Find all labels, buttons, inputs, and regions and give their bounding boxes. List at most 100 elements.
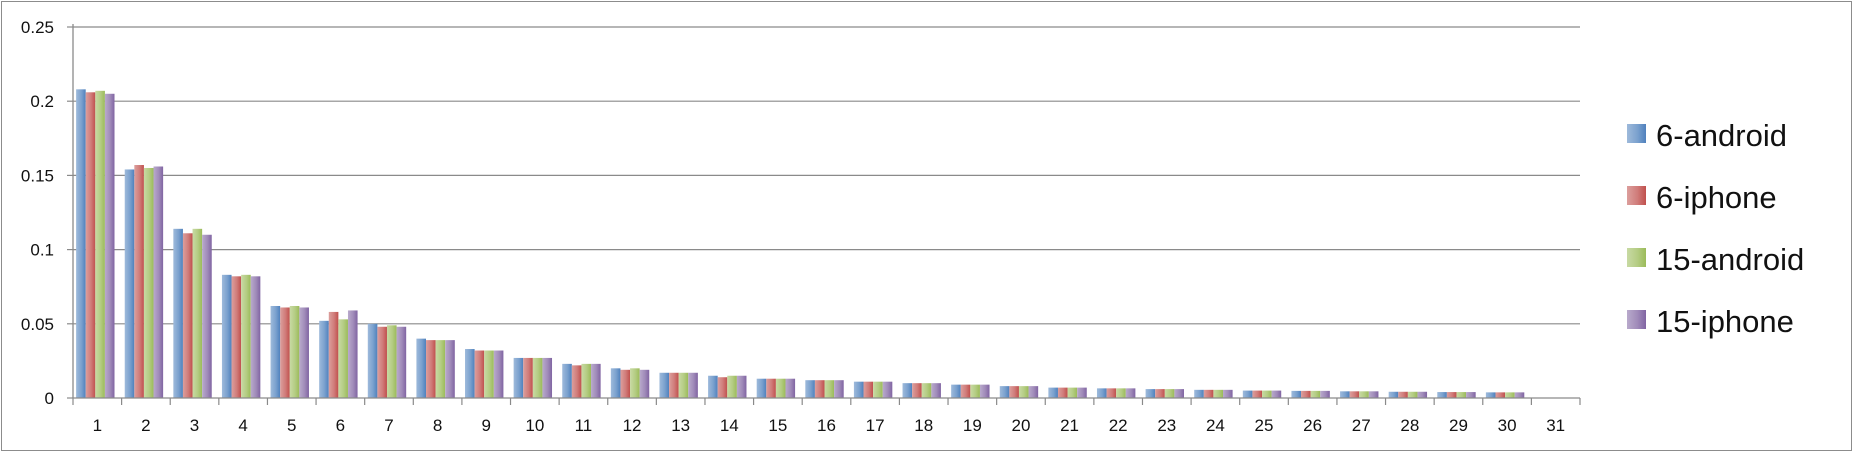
x-tick-label: 15 (768, 416, 787, 435)
bar-6-android-9 (465, 349, 475, 398)
x-tick-label: 19 (963, 416, 982, 435)
bars (76, 89, 1525, 399)
x-tick-label: 6 (336, 416, 345, 435)
bar-15-iphone-18 (931, 383, 941, 398)
bar-15-android-1 (95, 90, 105, 398)
x-tick-label: 27 (1352, 416, 1371, 435)
x-tick-label: 2 (141, 416, 150, 435)
bar-6-iphone-7 (377, 326, 387, 398)
bar-15-iphone-29 (1466, 392, 1476, 398)
bar-6-android-11 (562, 363, 572, 398)
bar-6-android-10 (513, 357, 524, 398)
bar-15-iphone-5 (299, 307, 309, 398)
bar-15-android-24 (1213, 389, 1224, 398)
legend-label-15-iphone: 15-iphone (1656, 304, 1794, 339)
bar-6-iphone-25 (1252, 390, 1263, 398)
bar-15-android-27 (1359, 391, 1369, 398)
bar-15-android-22 (1116, 388, 1126, 398)
bar-15-android-8 (435, 340, 446, 398)
bar-15-iphone-26 (1320, 390, 1330, 398)
bar-6-android-30 (1485, 392, 1496, 398)
y-tick-label: 0.15 (21, 166, 54, 185)
y-tick-label: 0.05 (21, 315, 54, 334)
bar-6-iphone-9 (474, 350, 485, 398)
x-tick-label: 31 (1546, 416, 1565, 435)
bar-15-android-10 (532, 357, 543, 398)
bar-15-android-23 (1164, 389, 1175, 398)
bar-15-iphone-16 (834, 380, 844, 398)
bar-6-iphone-1 (85, 92, 96, 399)
bar-6-android-15 (756, 378, 767, 398)
bar-6-android-22 (1096, 388, 1107, 398)
x-tick-label: 4 (238, 416, 247, 435)
bar-6-iphone-11 (571, 365, 582, 398)
x-tick-label: 30 (1498, 416, 1517, 435)
bar-15-iphone-17 (882, 381, 893, 398)
bar-15-android-21 (1067, 387, 1078, 398)
y-axis-ticks: 0 0.05 0.1 0.15 0.2 0.25 (21, 18, 73, 408)
bar-6-android-21 (1048, 387, 1058, 398)
x-tick-label: 5 (287, 416, 296, 435)
bar-6-iphone-30 (1495, 392, 1506, 398)
bar-6-android-8 (416, 338, 426, 398)
bar-6-android-28 (1388, 391, 1399, 398)
x-tick-label: 17 (866, 416, 885, 435)
legend-swatch-6-android (1627, 124, 1646, 143)
legend-swatch-15-android (1627, 248, 1646, 267)
bar-15-android-20 (1018, 386, 1029, 398)
bar-15-android-18 (921, 383, 932, 398)
bar-15-android-9 (484, 350, 494, 398)
x-tick-label: 26 (1303, 416, 1322, 435)
x-tick-label: 7 (384, 416, 393, 435)
bar-6-iphone-27 (1349, 391, 1360, 398)
bar-6-android-13 (659, 372, 670, 398)
bar-6-iphone-24 (1203, 389, 1214, 398)
axes (72, 24, 1580, 399)
gridlines (73, 26, 1580, 325)
bar-15-iphone-1 (104, 93, 115, 398)
x-tick-label: 23 (1157, 416, 1176, 435)
bar-15-android-16 (824, 380, 835, 398)
bar-6-android-29 (1437, 392, 1447, 398)
bar-6-iphone-12 (620, 369, 631, 398)
bar-6-android-6 (319, 320, 329, 398)
bar-6-android-2 (124, 169, 135, 398)
bar-6-iphone-19 (960, 384, 971, 398)
legend: 6-android 6-iphone 15-android 15-iphone (1627, 118, 1804, 339)
x-axis-ticks: 1 2 3 4 5 6 7 8 9 10 11 12 13 14 15 16 17 18 19 20 21 22 23 24 2… (72, 398, 1581, 435)
bar-15-iphone-30 (1514, 392, 1525, 398)
bar-15-android-15 (775, 378, 786, 398)
legend-label-6-android: 6-android (1656, 118, 1787, 153)
bar-15-iphone-14 (736, 375, 747, 398)
y-tick-label: 0.25 (21, 18, 54, 37)
bar-15-android-28 (1407, 391, 1418, 398)
legend-swatch-6-iphone (1627, 186, 1646, 205)
bar-15-iphone-11 (591, 363, 601, 398)
bar-15-android-4 (241, 274, 251, 398)
bar-15-iphone-7 (396, 326, 407, 398)
bar-6-iphone-4 (231, 276, 242, 398)
bar-6-iphone-28 (1398, 391, 1408, 398)
bar-15-android-26 (1310, 390, 1321, 398)
x-tick-label: 25 (1255, 416, 1274, 435)
bar-6-iphone-6 (328, 311, 339, 398)
bar-6-android-1 (76, 89, 86, 398)
bar-6-android-16 (805, 380, 815, 398)
x-tick-label: 18 (914, 416, 933, 435)
bar-15-android-6 (338, 319, 348, 398)
bar-15-iphone-20 (1028, 386, 1039, 398)
x-tick-label: 29 (1449, 416, 1468, 435)
x-tick-label: 10 (525, 416, 544, 435)
bar-15-iphone-8 (445, 340, 455, 398)
x-tick-label: 3 (190, 416, 199, 435)
bar-6-iphone-21 (1057, 387, 1068, 398)
bar-6-iphone-14 (717, 377, 728, 398)
bar-15-android-5 (289, 305, 300, 398)
x-tick-label: 21 (1060, 416, 1079, 435)
bar-6-android-7 (367, 323, 378, 398)
bar-15-iphone-21 (1077, 387, 1087, 398)
bar-6-iphone-2 (134, 165, 144, 398)
bar-6-iphone-20 (1009, 386, 1019, 398)
bar-6-android-4 (221, 274, 232, 398)
